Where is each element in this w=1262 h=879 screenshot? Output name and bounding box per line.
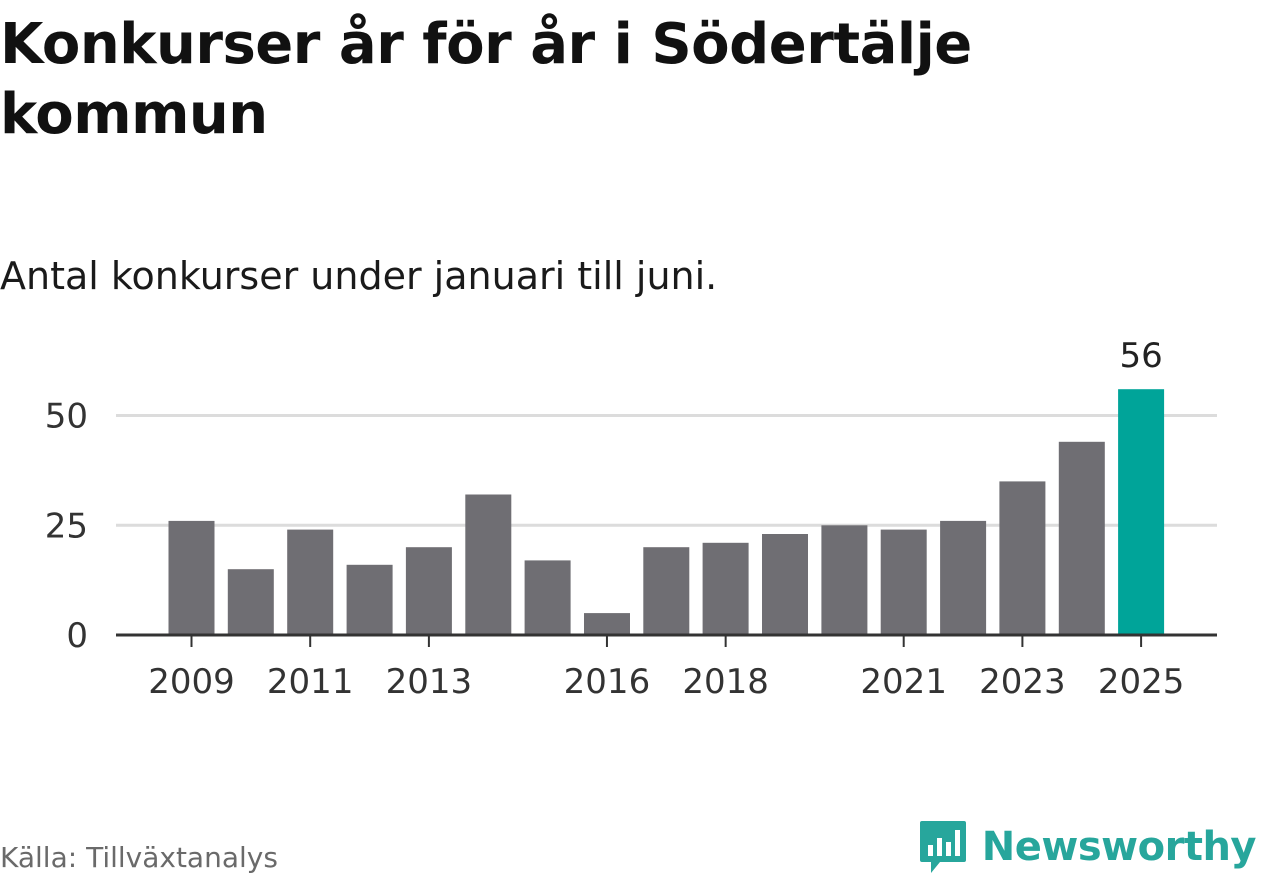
- bar-2009: [168, 520, 215, 635]
- bar-2019: [762, 534, 808, 635]
- chart-subtitle: Antal konkurser under januari till juni.: [0, 254, 718, 298]
- x-tick-label: 2025: [1098, 662, 1185, 702]
- brand-name: Newsworthy: [981, 824, 1257, 870]
- y-tick-label: 0: [66, 616, 88, 656]
- x-tick-label: 2023: [979, 662, 1066, 702]
- bar-2022: [940, 520, 987, 635]
- x-tick-label: 2018: [682, 662, 769, 702]
- bar-2017: [643, 547, 690, 635]
- x-tick-label: 2016: [564, 662, 651, 702]
- x-tick-label: 2011: [267, 662, 354, 702]
- y-tick-label: 50: [45, 397, 88, 437]
- newsworthy-logo: Newsworthy: [918, 818, 1257, 876]
- x-tick-label: 2009: [148, 662, 235, 702]
- bar-2020: [821, 525, 868, 636]
- bar-2025: [1118, 389, 1165, 635]
- x-tick-label: 2021: [860, 662, 947, 702]
- bar-2014: [465, 494, 512, 635]
- bar-2018: [702, 542, 749, 635]
- x-tick-label: 2013: [386, 662, 473, 702]
- bar-2016: [584, 613, 630, 635]
- data-label-2025: 56: [1119, 336, 1162, 376]
- bar-2013: [405, 547, 452, 635]
- bar-2011: [287, 529, 334, 635]
- bar-2023: [999, 481, 1046, 635]
- chart-title: Konkurser år för år i Södertälje kommun: [0, 12, 972, 147]
- newsworthy-chart-icon: [919, 821, 966, 873]
- bar-2012: [346, 564, 393, 635]
- y-tick-label: 25: [45, 506, 88, 546]
- bar-2010: [227, 569, 274, 635]
- bar-2015: [524, 560, 571, 635]
- bar-2024: [1058, 441, 1105, 635]
- source-note: Källa: Tillväxtanalys: [0, 841, 278, 874]
- bar-2021: [880, 529, 927, 635]
- bar-chart: 0 25 50 56 2009 2011 2013 2016 2018 2021 2023 2025: [45, 336, 1217, 702]
